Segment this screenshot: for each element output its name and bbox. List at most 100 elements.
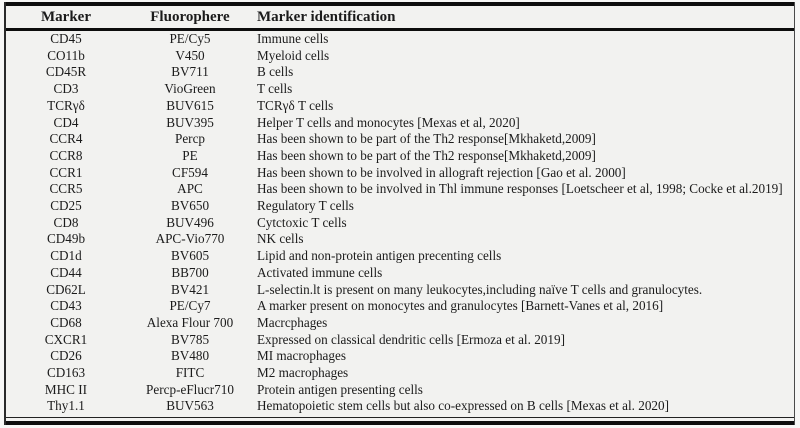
identification-cell: NK cells [257,231,304,247]
table-row: CCR4 Percp Has been shown to be part of … [6,131,794,148]
fluorophore-cell: BV480 [170,348,210,364]
marker-cell: CD1d [50,248,82,264]
fluorophore-cell: CF594 [172,164,208,180]
marker-cell: CCR8 [49,147,83,163]
table-row: CD68 Alexa Flour 700 Macrcphages [6,315,794,332]
fluorophore-cell: BB700 [171,264,209,280]
fluorophore-cell: BUV615 [166,97,214,113]
table-row: CD3 VioGreen T cells [6,81,794,98]
column-header-fluorophore: Fluorophere [126,6,254,31]
marker-cell: CD43 [50,298,82,314]
marker-cell: TCRγδ [47,97,85,113]
fluorophore-cell: BUV496 [166,214,214,230]
identification-cell: Has been shown to be part of the Th2 res… [257,147,596,163]
table-row: CCR8 PE Has been shown to be part of the… [6,148,794,165]
identification-cell: Has been shown to be part of the Th2 res… [257,131,596,147]
identification-cell: Activated immune cells [257,264,383,280]
marker-cell: CCR5 [49,181,83,197]
marker-cell: CCR4 [49,131,83,147]
table-row: CD45R BV711 B cells [6,64,794,81]
table-row: CD45 PE/Cy5 Immune cells [6,30,794,48]
table-row: CO11b V450 Myeloid cells [6,48,794,65]
identification-cell: TCRγδ T cells [257,97,334,113]
fluorophore-cell: APC [177,181,203,197]
identification-cell: Has been shown to be involved in Thl imm… [257,181,783,197]
marker-cell: CD163 [46,365,86,381]
identification-cell: T cells [257,81,293,97]
fluorophore-cell: Percp [174,131,206,147]
table-header: Marker Fluorophere Marker identification [6,6,794,31]
top-rule [6,2,794,6]
table-row: CD62L BV421 L-selectin.lt is present on … [6,282,794,299]
identification-cell: Lipid and non-protein antigen precenting… [257,248,502,264]
marker-cell: CD3 [53,81,79,97]
table-row: CD25 BV650 Regulatory T cells [6,198,794,215]
fluorophore-cell: FITC [175,365,205,381]
table-row: CD163 FITC M2 macrophages [6,365,794,382]
identification-cell: Hematopoietic stem cells but also co-exp… [257,398,669,414]
marker-cell: CD26 [50,348,82,364]
marker-cell: CD49b [46,231,86,247]
table-row: CD43 PE/Cy7 A marker present on monocyte… [6,298,794,315]
table-row: CCR1 CF594 Has been shown to be involved… [6,165,794,182]
marker-cell: CXCR1 [44,331,88,347]
table-row: MHC II Percp-eFlucr710 Protein antigen p… [6,382,794,399]
identification-cell: Protein antigen presenting cells [257,381,423,397]
table-row: CD1d BV605 Lipid and non-protein antigen… [6,248,794,265]
table-row: CD26 BV480 MI macrophages [6,348,794,365]
identification-cell: Regulatory T cells [257,198,354,214]
column-header-identification: Marker identification [254,6,794,31]
table-row: TCRγδ BUV615 TCRγδ T cells [6,98,794,115]
marker-cell: CD4 [53,114,79,130]
identification-cell: Myeloid cells [257,47,330,63]
marker-cell: CD45 [50,31,82,46]
marker-cell: CD62L [46,281,86,297]
identification-cell: B cells [257,64,294,80]
fluorophore-cell: APC-Vio770 [155,231,225,247]
table-row: CD44 BB700 Activated immune cells [6,265,794,282]
bottom-rule-thin [6,417,794,418]
table-row: CCR5 APC Has been shown to be involved i… [6,181,794,198]
marker-cell: CD44 [50,264,82,280]
table-row: CD8 BUV496 Cytctoxic T cells [6,215,794,232]
fluorophore-cell: PE/Cy5 [169,31,211,46]
table-body: CD45 PE/Cy5 Immune cells CO11b V450 Myel… [6,30,794,416]
identification-cell: Helper T cells and monocytes [Mexas et a… [257,114,520,130]
table-row: Thy1.1 BUV563 Hematopoietic stem cells b… [6,398,794,415]
fluorophore-cell: Percp-eFlucr710 [146,381,234,397]
fluorophore-cell: PE/Cy7 [169,298,211,314]
column-header-marker: Marker [6,6,126,31]
fluorophore-cell: Alexa Flour 700 [146,314,234,330]
identification-cell: L-selectin.lt is present on many leukocy… [257,281,703,297]
table-row: CD49b APC-Vio770 NK cells [6,231,794,248]
table-row: CD4 BUV395 Helper T cells and monocytes … [6,115,794,132]
identification-cell: Immune cells [257,31,329,46]
identification-cell: Cytctoxic T cells [257,214,347,230]
marker-cell: CO11b [47,47,85,63]
identification-cell: A marker present on monocytes and granul… [257,298,664,314]
fluorophore-cell: BV421 [170,281,210,297]
fluorophore-cell: BV605 [170,248,210,264]
bottom-rule-thick [6,421,794,425]
marker-cell: CD8 [53,214,79,230]
table-row: CXCR1 BV785 Expressed on classical dendr… [6,332,794,349]
header-row: Marker Fluorophere Marker identification [6,6,794,31]
marker-cell: Thy1.1 [47,398,85,414]
marker-cell: CCR1 [49,164,83,180]
fluorophore-cell: BV650 [170,198,210,214]
identification-cell: Expressed on classical dendritic cells [… [257,331,565,347]
marker-cell: CD25 [50,198,82,214]
fluorophore-cell: BV785 [170,331,210,347]
marker-fluorophore-table: Marker Fluorophere Marker identification… [6,6,794,415]
identification-cell: M2 macrophages [257,365,349,381]
fluorophore-cell: BUV395 [166,114,214,130]
identification-cell: Macrcphages [257,314,328,330]
identification-cell: MI macrophages [257,348,346,364]
marker-cell: CD45R [45,64,87,80]
fluorophore-cell: VioGreen [164,81,216,97]
marker-cell: MHC II [44,381,88,397]
fluorophore-cell: V450 [175,47,205,63]
table-frame: Marker Fluorophere Marker identification… [4,2,795,425]
marker-cell: CD68 [50,314,82,330]
